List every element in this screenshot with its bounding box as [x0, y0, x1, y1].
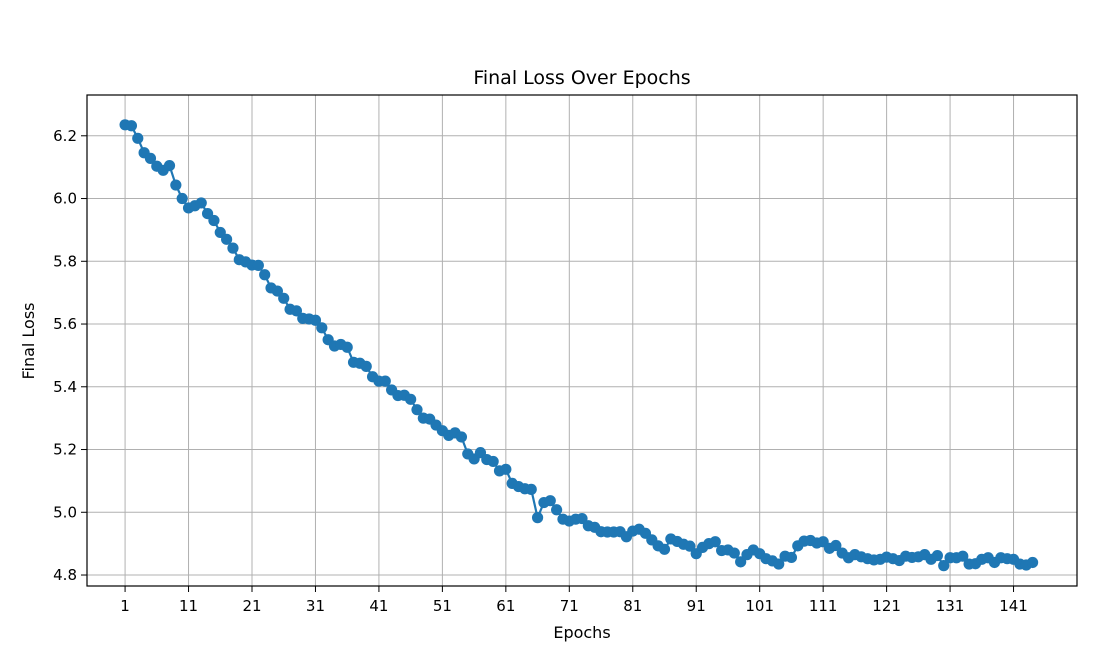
data-point	[144, 152, 157, 164]
data-point	[341, 341, 353, 353]
x-tick-label: 121	[872, 597, 901, 615]
data-point	[684, 540, 696, 552]
data-point	[379, 375, 391, 387]
x-tick-label: 1	[120, 597, 130, 615]
x-tick-label: 81	[623, 597, 642, 615]
x-tick-label: 31	[306, 597, 325, 615]
grid-lines	[87, 95, 1077, 586]
data-point	[785, 551, 798, 564]
y-tick-label: 6.0	[53, 190, 77, 208]
data-point	[163, 159, 176, 172]
data-point	[709, 536, 721, 548]
data-point	[487, 455, 499, 468]
data-point	[735, 556, 747, 568]
data-point	[551, 504, 563, 516]
y-tick-label: 6.2	[53, 127, 77, 145]
data-point	[360, 360, 372, 372]
series-line	[124, 123, 1033, 567]
y-tick-label: 5.4	[53, 378, 77, 396]
y-axis-label: Final Loss	[19, 302, 38, 379]
data-point	[309, 314, 322, 326]
data-point	[170, 179, 182, 191]
data-point	[125, 120, 138, 132]
x-axis-ticks: 1 11 21 31 41 51 61 71 81 91 101 111 121 131 141	[120, 586, 1028, 615]
x-tick-label: 101	[745, 597, 774, 615]
data-point	[931, 549, 943, 562]
x-tick-label: 21	[242, 597, 261, 615]
y-tick-label: 5.0	[53, 503, 77, 521]
y-axis-ticks: 4.8 5.0 5.2 5.4 5.6 5.8 6.0 6.2	[53, 127, 87, 584]
x-tick-label: 71	[560, 597, 579, 615]
data-point	[500, 463, 512, 475]
data-point	[259, 269, 271, 281]
data-point	[411, 404, 423, 416]
data-point	[525, 483, 537, 495]
x-tick-label: 91	[687, 597, 706, 615]
x-tick-label: 61	[496, 597, 515, 615]
x-axis-label: Epochs	[553, 623, 610, 642]
data-point	[728, 547, 740, 559]
data-point	[278, 292, 290, 304]
data-point	[938, 560, 950, 572]
x-tick-label: 51	[433, 597, 452, 615]
y-tick-label: 5.8	[53, 252, 77, 270]
data-point	[455, 431, 468, 443]
data-point	[405, 393, 417, 405]
data-point	[208, 214, 220, 227]
data-point	[290, 305, 303, 317]
x-tick-label: 11	[179, 597, 198, 615]
x-tick-label: 111	[809, 597, 838, 615]
data-point	[195, 197, 207, 209]
y-tick-label: 5.2	[53, 441, 77, 459]
data-point	[531, 512, 544, 524]
plot-frame	[86, 94, 1078, 587]
x-tick-label: 131	[936, 597, 965, 615]
series-line-and-markers	[119, 119, 1039, 572]
y-tick-label: 5.6	[53, 315, 77, 333]
data-point	[316, 322, 328, 334]
x-tick-label: 141	[999, 597, 1028, 615]
data-point	[132, 132, 144, 144]
chart-title: Final Loss Over Epochs	[473, 67, 690, 89]
data-point	[773, 558, 785, 570]
data-point	[221, 233, 233, 245]
data-point	[227, 242, 239, 254]
data-point	[957, 550, 969, 562]
data-point	[830, 539, 842, 552]
y-tick-label: 4.8	[53, 566, 77, 584]
data-point	[252, 259, 264, 271]
data-point	[658, 543, 671, 555]
data-point	[271, 285, 283, 297]
data-point	[1026, 556, 1039, 569]
x-tick-label: 41	[369, 597, 388, 615]
data-point	[544, 495, 556, 507]
data-point	[576, 512, 588, 525]
data-point	[176, 192, 188, 205]
